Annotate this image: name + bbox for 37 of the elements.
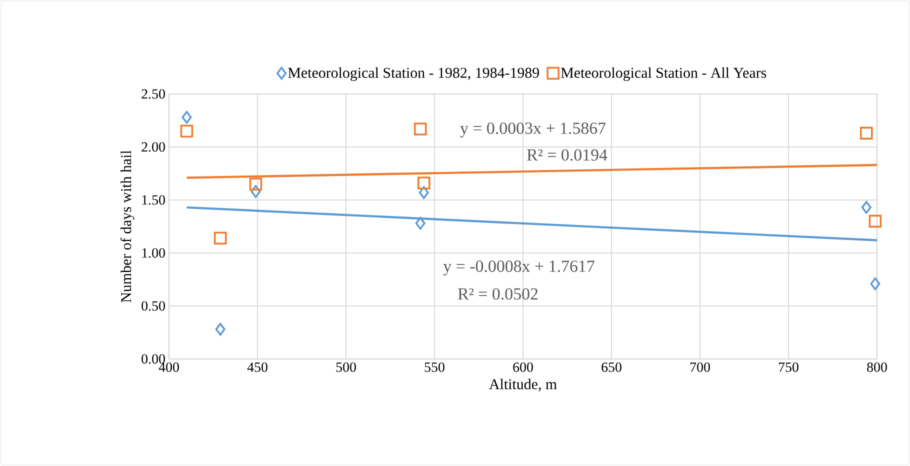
x-tick-label: 750 <box>778 362 798 372</box>
point <box>418 186 429 199</box>
point <box>215 322 226 336</box>
point <box>870 277 880 290</box>
legend-label: Meteorological Station - 1982, 1984-1989 <box>288 67 540 81</box>
y-tick-label: 2.00 <box>142 142 165 152</box>
point <box>214 232 227 245</box>
point <box>861 201 872 214</box>
point <box>417 176 430 190</box>
x-tick-label: 550 <box>424 362 444 372</box>
x-tick-label: 450 <box>247 362 268 372</box>
x-tick-label: 700 <box>690 362 710 372</box>
x-axis-title: Altitude, m <box>489 378 557 392</box>
y-tick-label: 0.50 <box>142 301 165 311</box>
legend-label: Meteorological Station - All Years <box>561 67 766 81</box>
y-axis-title: Number of days with hail <box>120 150 134 302</box>
x-tick-label: 400 <box>158 362 179 372</box>
annotation: R² = 0.0194 <box>527 149 608 161</box>
annotation: y = 0.0003x + 1.5867 <box>460 122 606 138</box>
point <box>414 122 427 136</box>
x-tick-label: 650 <box>602 362 622 372</box>
y-tick-label: 1.00 <box>142 248 165 258</box>
point <box>860 126 873 140</box>
point <box>249 178 262 190</box>
point <box>415 216 426 230</box>
y-tick-label: 0.00 <box>142 354 165 364</box>
y-tick-label: 2.50 <box>142 89 165 99</box>
x-tick-label: 500 <box>336 362 356 372</box>
point <box>182 110 192 124</box>
x-tick-label: 600 <box>513 362 533 372</box>
annotation: R² = 0.0502 <box>458 288 538 300</box>
point <box>180 124 194 138</box>
point <box>250 185 261 198</box>
x-tick-label: 800 <box>867 362 887 372</box>
annotation: y = -0.0008x + 1.7617 <box>443 260 594 276</box>
point <box>868 214 882 228</box>
y-tick-label: 1.50 <box>142 195 165 205</box>
